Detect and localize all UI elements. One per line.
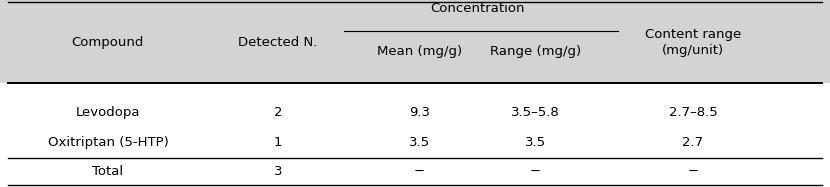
- Text: 2.7–8.5: 2.7–8.5: [669, 106, 717, 119]
- Text: 3.5: 3.5: [408, 136, 430, 149]
- Text: 3: 3: [274, 165, 282, 178]
- Text: 9.3: 9.3: [408, 106, 430, 119]
- Text: Total: Total: [92, 165, 124, 178]
- Text: 2.7: 2.7: [682, 136, 704, 149]
- Text: 3.5: 3.5: [525, 136, 546, 149]
- Text: Content range
(mg/unit): Content range (mg/unit): [645, 28, 741, 57]
- Text: Range (mg/g): Range (mg/g): [490, 45, 581, 58]
- Text: Oxitriptan (5-HTP): Oxitriptan (5-HTP): [47, 136, 168, 149]
- Text: Mean (mg/g): Mean (mg/g): [377, 45, 461, 58]
- Text: Levodopa: Levodopa: [76, 106, 140, 119]
- Text: Detected N.: Detected N.: [238, 36, 318, 49]
- Text: 3.5–5.8: 3.5–5.8: [511, 106, 559, 119]
- Text: Concentration: Concentration: [430, 2, 525, 15]
- Text: −: −: [687, 165, 699, 178]
- Text: 2: 2: [274, 106, 282, 119]
- Bar: [0, 0, 830, 83]
- Text: 1: 1: [274, 136, 282, 149]
- Text: −: −: [530, 165, 541, 178]
- Text: Compound: Compound: [71, 36, 144, 49]
- Text: −: −: [413, 165, 425, 178]
